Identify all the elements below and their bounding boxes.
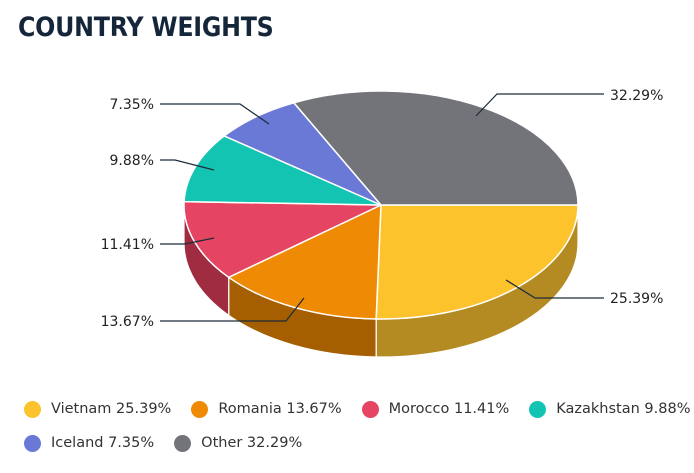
leader-line-other <box>475 93 604 117</box>
pie-slice-romania <box>227 203 382 320</box>
legend-item-iceland[interactable]: Iceland 7.35% <box>24 432 154 454</box>
legend-marker <box>191 400 209 418</box>
pie-slice-other <box>292 90 579 206</box>
legend-item-kazakhstan[interactable]: Kazakhstan 9.88% <box>529 398 690 420</box>
legend-marker <box>24 400 41 418</box>
legend-marker <box>24 434 41 452</box>
legend-label: Iceland 7.35% <box>51 435 155 451</box>
legend-label: Morocco 11.41% <box>388 401 510 417</box>
legend-marker <box>361 400 379 418</box>
data-label-other: 32.29% <box>610 88 663 104</box>
legend-label: Vietnam 25.39% <box>51 401 172 417</box>
leader-line-kazakhstan <box>160 159 215 171</box>
legend-item-romania[interactable]: Romania 13.67% <box>191 398 342 420</box>
leader-line-iceland <box>160 103 270 125</box>
legend-item-vietnam[interactable]: Vietnam 25.39% <box>24 398 171 420</box>
data-label-iceland: 7.35% <box>110 97 154 113</box>
data-label-vietnam: 25.39% <box>610 291 663 307</box>
legend-label: Kazakhstan 9.88% <box>556 401 691 417</box>
legend-marker <box>174 434 192 452</box>
legend-item-other[interactable]: Other 32.29% <box>174 432 302 454</box>
leader-line-romania <box>160 297 305 322</box>
legend-label: Other 32.29% <box>201 435 303 451</box>
legend-item-morocco[interactable]: Morocco 11.41% <box>361 398 510 420</box>
legend-marker <box>529 400 547 418</box>
pie-slice-vietnam <box>375 204 579 320</box>
leader-line-morocco <box>160 237 215 245</box>
legend-label: Romania 13.67% <box>218 401 342 417</box>
pie-chart: 25.39% 13.67% 11.41% 9.88% 7.35% 32.29% <box>101 88 663 358</box>
pie-slice-kazakhstan <box>183 135 382 206</box>
data-label-morocco: 11.41% <box>101 237 154 253</box>
chart-title: COUNTRY WEIGHTS <box>18 12 274 43</box>
data-label-romania: 13.67% <box>101 314 154 330</box>
data-label-kazakhstan: 9.88% <box>110 153 154 169</box>
leader-line-vietnam <box>505 279 604 299</box>
legend: Vietnam 25.39% Romania 13.67% Morocco 11.4… <box>24 398 694 454</box>
